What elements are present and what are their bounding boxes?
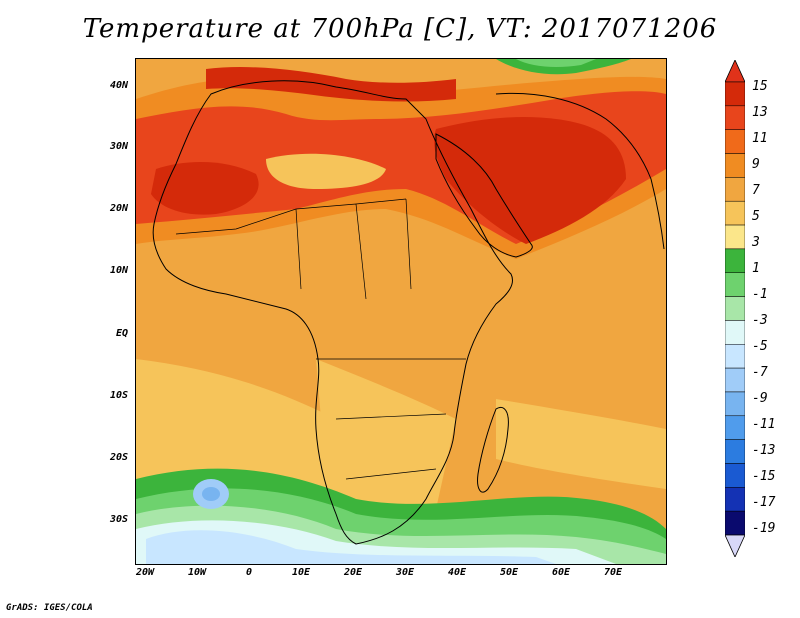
colorbar-label-13: 13 [752, 105, 768, 120]
colorbar-label-m1: -1 [752, 287, 768, 302]
lat-label-30n: 30N [109, 141, 128, 152]
colorbar-label-1: 1 [752, 261, 760, 276]
colorbar-swatch [725, 105, 745, 130]
colorbar-swatch [725, 487, 745, 512]
lon-label-70e: 70E [603, 567, 623, 578]
colorbar [725, 60, 745, 557]
lat-label-40n: 40N [109, 80, 128, 91]
lat-label-30s: 30S [109, 514, 128, 525]
country-borders [175, 198, 466, 480]
field-med-hot [206, 67, 456, 102]
lat-label-20s: 20S [109, 452, 128, 463]
lon-label-10e: 10E [291, 567, 311, 578]
colorbar-swatch [725, 177, 745, 202]
colorbar-swatch [725, 415, 745, 440]
colorbar-swatch [725, 200, 745, 226]
colorbar-label-m7: -7 [752, 365, 768, 380]
lon-label-60e: 60E [551, 567, 571, 578]
lat-label-10s: 10S [109, 390, 128, 401]
colorbar-swatch [725, 272, 745, 297]
field-band-sa [316, 359, 456, 519]
lon-label-10w: 10W [187, 567, 207, 578]
colorbar-swatch [725, 367, 745, 393]
field-sahel-cool [266, 153, 386, 189]
colorbar-label-7: 7 [752, 183, 760, 198]
colorbar-swatch [725, 344, 745, 369]
colorbar-label-m19: -19 [752, 521, 776, 536]
field-cold-core [202, 487, 220, 501]
colorbar-swatch [725, 248, 745, 273]
temperature-map [135, 58, 667, 565]
lon-label-40e: 40E [447, 567, 467, 578]
field-band-15-arabia [434, 117, 626, 244]
lon-label-20e: 20E [343, 567, 363, 578]
colorbar-swatch [725, 510, 745, 536]
lat-label-10n: 10N [109, 265, 128, 276]
coastline-madagascar [477, 406, 509, 493]
colorbar-label-5: 5 [752, 209, 760, 224]
map-title: Temperature at 700hPa [C], VT: 201707120… [82, 14, 718, 44]
field-north-lgreen [516, 59, 596, 67]
colorbar-label-m11: -11 [752, 417, 776, 432]
colorbar-label-m3: -3 [752, 313, 768, 328]
colorbar-label-3: 3 [752, 235, 760, 250]
colorbar-label-m9: -9 [752, 391, 768, 406]
colorbar-label-15: 15 [752, 79, 768, 94]
colorbar-swatch [725, 391, 745, 417]
colorbar-bottom-arrow [725, 534, 745, 557]
field-band-15-sahara [151, 162, 259, 215]
field-band-m7 [146, 530, 556, 564]
coastline-africa [152, 80, 513, 545]
coastline-arabia [435, 133, 533, 258]
colorbar-swatch [725, 153, 745, 178]
colorbar-label-m17: -17 [752, 495, 776, 510]
colorbar-label-9: 9 [752, 157, 760, 172]
colorbar-swatch [725, 296, 745, 321]
colorbar-swatch [725, 129, 745, 154]
field-band-7b [496, 399, 666, 489]
colorbar-swatch [725, 81, 745, 107]
colorbar-label-m5: -5 [752, 339, 768, 354]
lon-label-50e: 50E [499, 567, 519, 578]
colorbar-swatch [725, 224, 745, 250]
lat-label-20n: 20N [109, 203, 128, 214]
colorbar-label-m13: -13 [752, 443, 776, 458]
lat-label-eq: EQ [115, 328, 128, 339]
lon-label-20w: 20W [135, 567, 155, 578]
colorbar-swatch [725, 463, 745, 488]
colorbar-label-m15: -15 [752, 469, 776, 484]
temperature-field [136, 59, 666, 564]
lon-label-30e: 30E [395, 567, 415, 578]
coastline-asia [495, 92, 665, 250]
colorbar-swatch [725, 320, 745, 345]
credit-text: GrADS: IGES/COLA [6, 603, 93, 613]
colorbar-top-arrow [725, 60, 745, 83]
colorbar-swatch [725, 439, 745, 464]
lon-label-0: 0 [245, 567, 253, 578]
colorbar-label-11: 11 [752, 131, 768, 146]
